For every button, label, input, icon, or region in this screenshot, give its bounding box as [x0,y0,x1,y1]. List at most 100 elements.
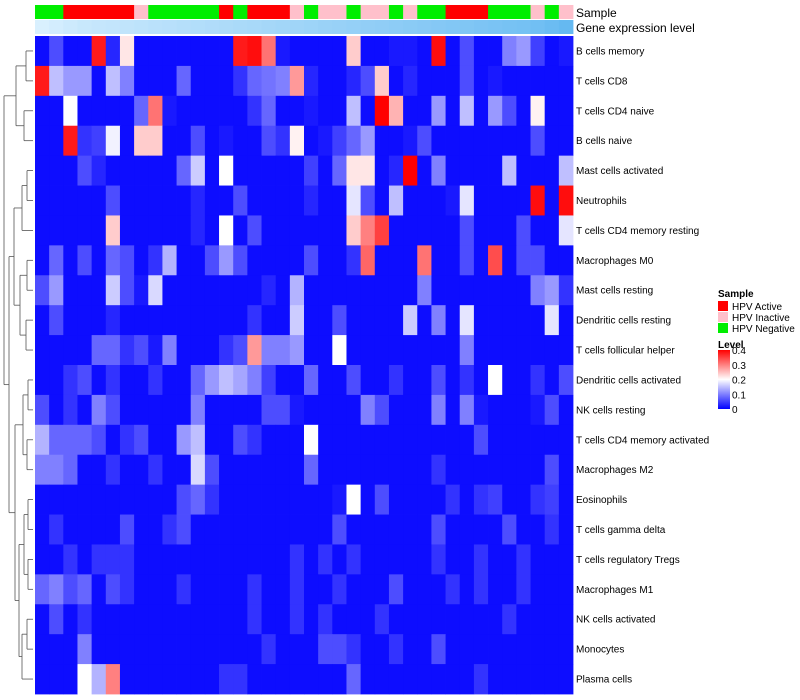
heatmap-cell [91,574,107,605]
heatmap-cell [304,95,319,127]
heatmap-cell [417,275,432,306]
heatmap-cell [91,454,107,486]
sample-annotation-cell [204,5,220,19]
heatmap-cell [233,335,248,366]
heatmap-cell [544,275,560,306]
row-label: Plasma cells [576,675,632,686]
heatmap-cell [247,245,262,276]
heatmap-cell [91,424,107,456]
heatmap-cell [134,664,149,695]
heatmap-cell [502,484,517,515]
heatmap-cell [318,544,333,575]
heatmap-cell [445,155,461,186]
heatmap-cell [473,664,489,695]
sample-annotation-cell [544,5,560,19]
heatmap-cell [473,424,489,456]
heatmap-cell [360,544,376,575]
heatmap-cell [488,604,503,635]
heatmap-cell [204,335,220,366]
heatmap-cell [403,36,418,67]
heatmap-cell [516,634,531,665]
heatmap-cell [332,305,347,336]
heatmap-cell [388,394,404,426]
heatmap-cell [360,275,376,306]
heatmap-cell [275,604,291,635]
heatmap-cell [417,215,432,246]
row-label: Eosinophils [576,495,627,506]
heatmap-cell [148,155,163,186]
heatmap-cell [304,514,319,545]
heatmap-cell [473,574,489,605]
expression-annotation-cell [35,20,50,34]
heatmap-cell [473,454,489,486]
heatmap-cell [374,125,390,157]
heatmap-cell [289,36,305,67]
heatmap-cell [190,574,206,605]
heatmap-cell [119,95,135,127]
heatmap-cell [105,574,121,605]
expression-annotation-cell [332,20,347,34]
heatmap-cell [176,634,192,665]
heatmap-cell [91,95,107,127]
heatmap-cell [403,215,418,246]
heatmap-cell [403,335,418,366]
expression-annotation-cell [360,20,376,34]
heatmap-cell [445,65,461,97]
heatmap-cell [516,95,531,127]
heatmap-cell [77,634,93,665]
heatmap-cell [219,424,234,456]
heatmap-cell [318,245,333,276]
heatmap-cell [502,365,517,396]
heatmap-cell [77,604,93,635]
expression-annotation-cell [162,20,177,34]
heatmap-cell [459,305,475,336]
heatmap-cell [261,574,277,605]
heatmap-cell [304,484,319,515]
sample-annotation-cell [473,5,489,19]
heatmap-cell [530,215,546,246]
heatmap-cell [190,664,206,695]
heatmap-cell [91,245,107,276]
heatmap-cell [332,574,347,605]
heatmap-cell [35,544,50,575]
heatmap-cell [516,215,531,246]
heatmap-cell [346,454,362,486]
heatmap-cell [360,155,376,186]
heatmap-cell [176,514,192,545]
heatmap-cell [417,394,432,426]
sample-annotation-cell [502,5,517,19]
heatmap-cell [219,365,234,396]
heatmap-cell [459,574,475,605]
heatmap-cell [304,335,319,366]
heatmap-cell [148,664,163,695]
heatmap-cell [204,424,220,456]
expression-annotation-cell [105,20,121,34]
legend-group-label: HPV Active [732,302,782,313]
expression-annotation-cell [417,20,432,34]
heatmap-cell [544,484,560,515]
heatmap-cell [516,36,531,67]
heatmap-cell [289,95,305,127]
heatmap-cell [459,125,475,157]
heatmap-cell [35,215,50,246]
heatmap-cell [77,245,93,276]
heatmap-cell [190,335,206,366]
row-label: T cells CD8 [576,76,628,87]
heatmap-cell [233,604,248,635]
heatmap-cell [91,484,107,515]
sample-annotation-cell [403,5,418,19]
heatmap-cell [148,335,163,366]
heatmap-cell [318,634,333,665]
heatmap-cell [445,36,461,67]
heatmap-cell [403,544,418,575]
heatmap-cell [417,574,432,605]
heatmap-cell [162,36,177,67]
heatmap-cell [148,125,163,157]
heatmap-cell [35,155,50,186]
heatmap-cell [544,454,560,486]
heatmap-cell [388,604,404,635]
heatmap-cell [219,275,234,306]
heatmap-cell [544,245,560,276]
heatmap-cell [204,125,220,157]
